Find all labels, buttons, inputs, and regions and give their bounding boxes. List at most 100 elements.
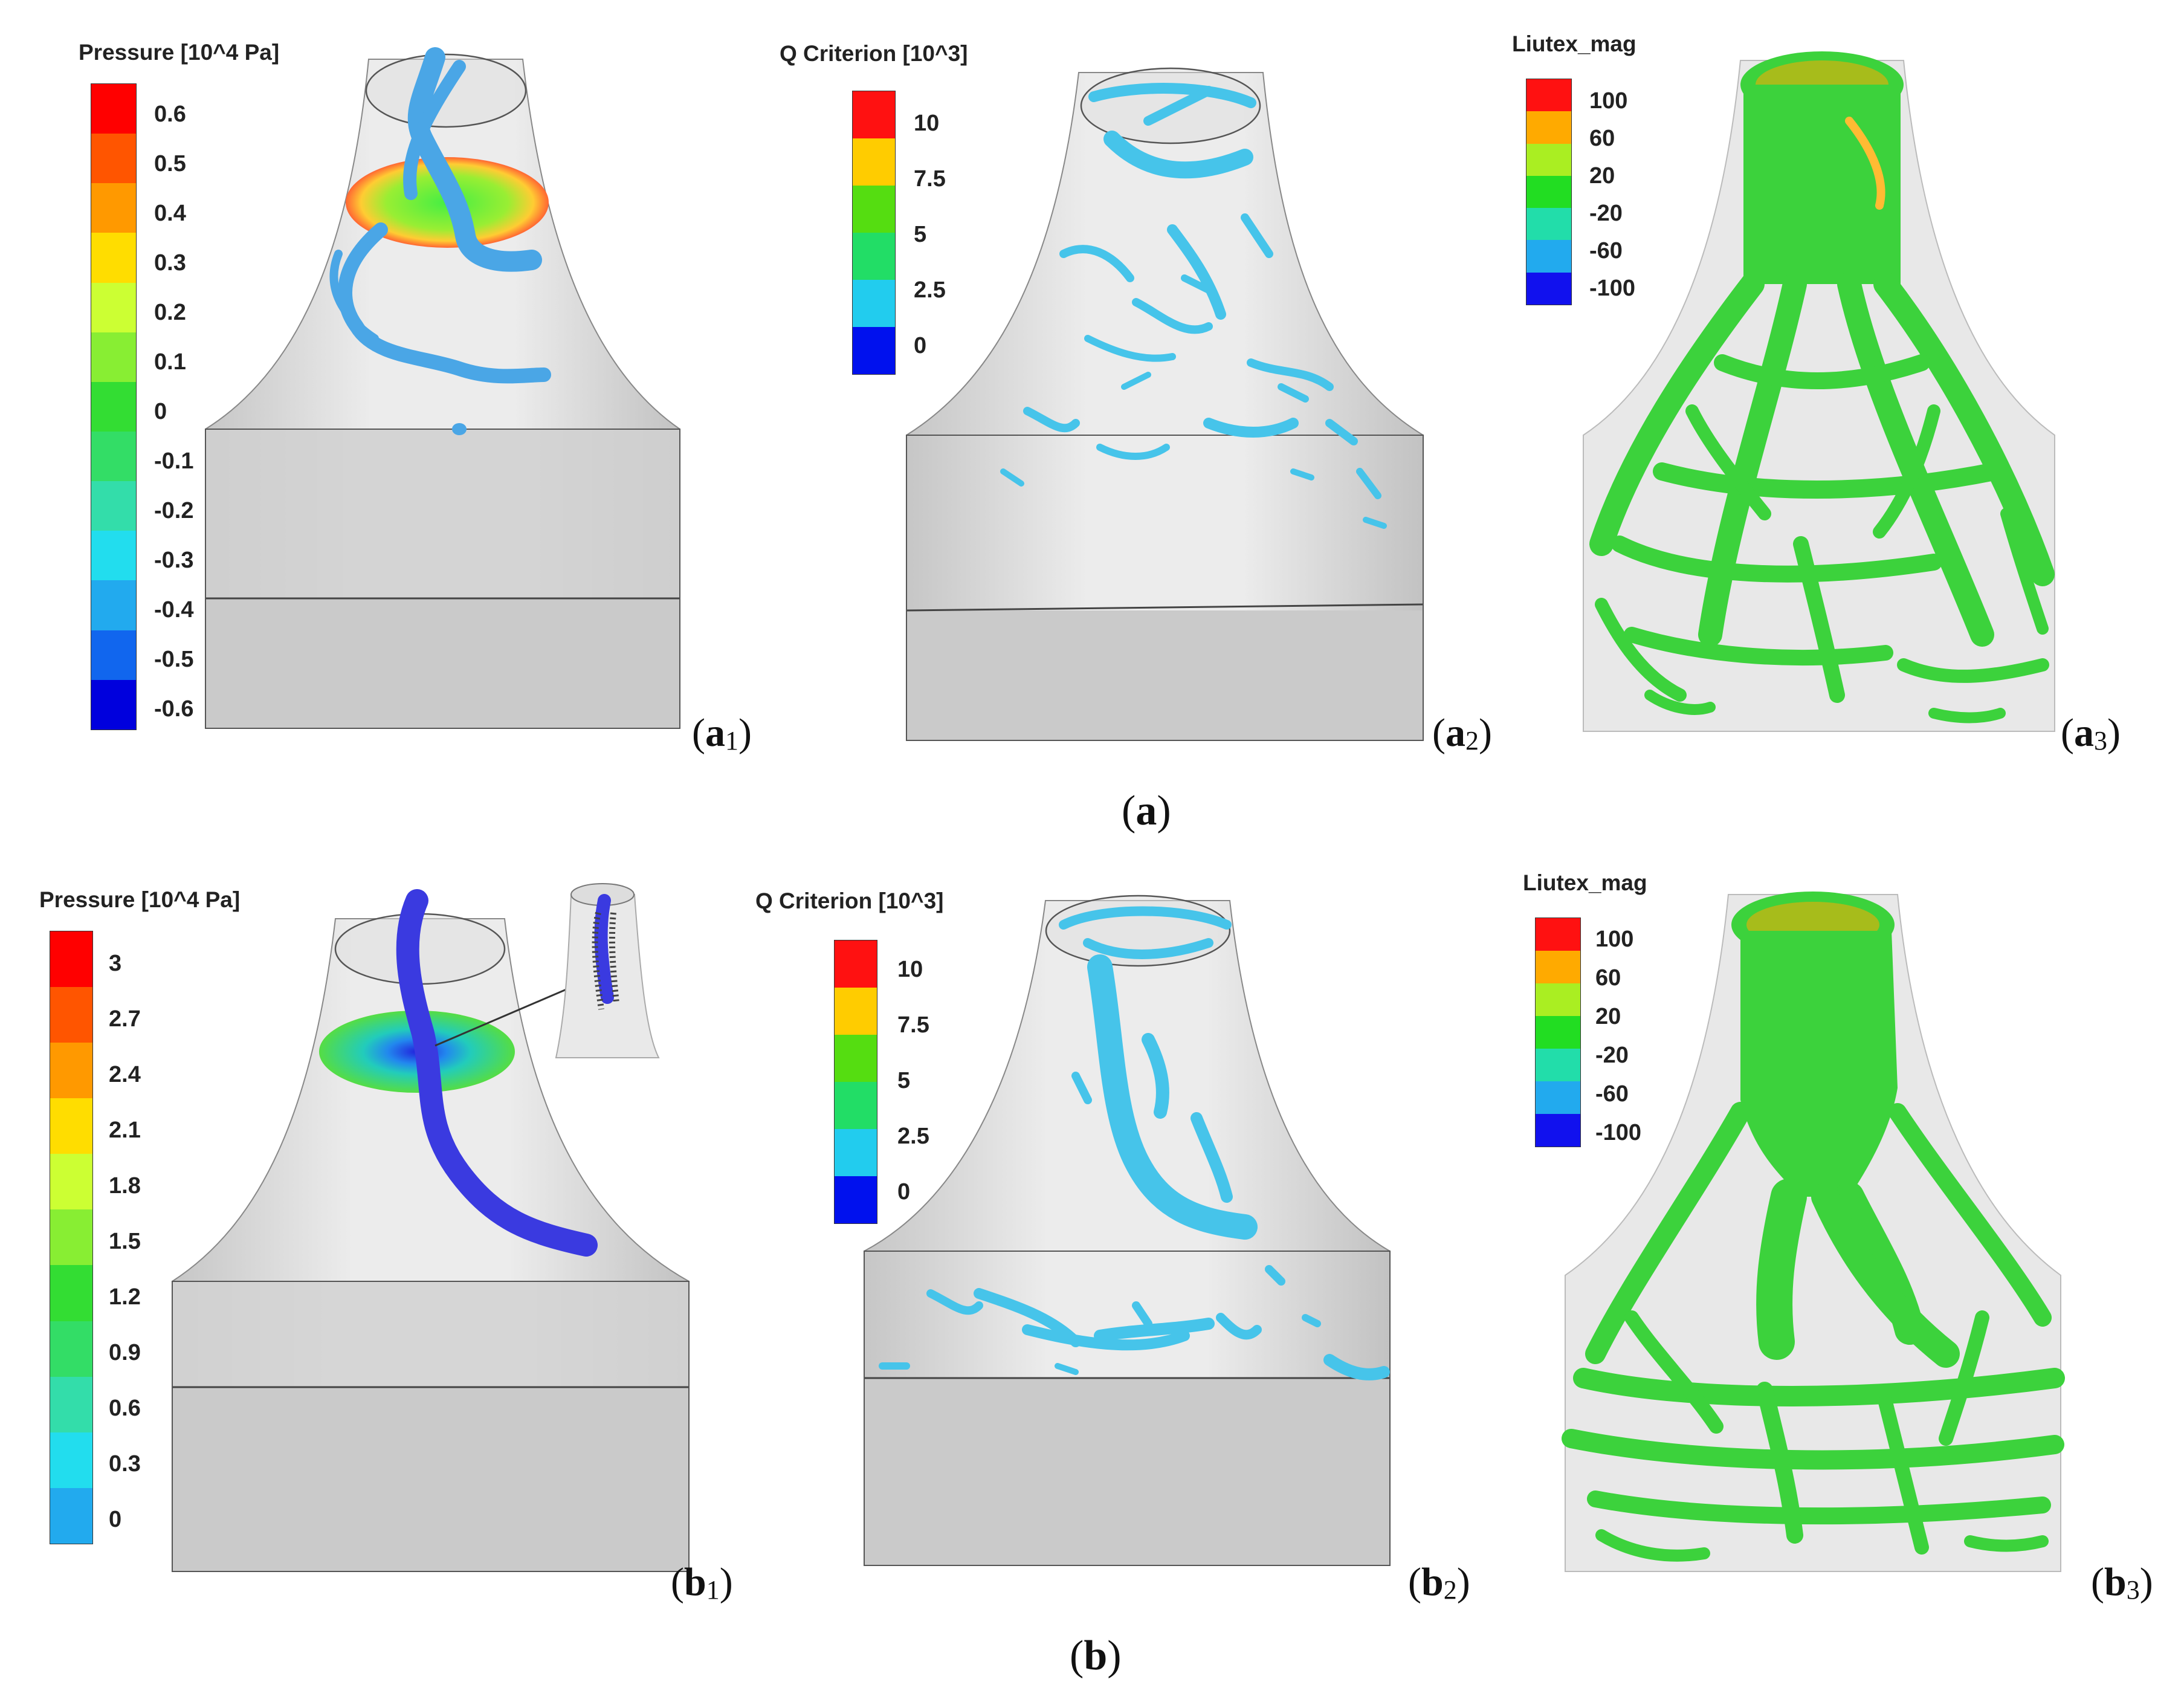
colorbar-swatch (50, 1432, 92, 1488)
colorbar-swatch (50, 1209, 92, 1266)
colorbar-tick-label: 1.8 (109, 1173, 141, 1199)
colorbar-swatch (91, 134, 136, 184)
panel-label-index: 1 (725, 726, 738, 756)
colorbar (852, 91, 896, 375)
colorbar-swatch (50, 987, 92, 1043)
colorbar-swatch (1527, 111, 1571, 144)
panel-label: (b3) (2091, 1560, 2153, 1605)
colorbar-swatch (91, 630, 136, 680)
colorbar-swatch (853, 91, 895, 138)
panel-label-index: 3 (2126, 1575, 2140, 1605)
colorbar-swatch (853, 326, 895, 374)
colorbar-swatch (91, 233, 136, 283)
colorbar-tick-label: 0.6 (154, 102, 186, 127)
vortex-rope-isosurface (396, 889, 598, 1257)
colorbar (834, 940, 877, 1224)
legend-title: Q Criterion [10^3] (780, 41, 968, 66)
colorbar-swatch (91, 84, 136, 134)
colorbar-swatch (1536, 1016, 1580, 1049)
colorbar-tick-label: 60 (1595, 965, 1621, 991)
panel-a1: Pressure [10^4 Pa] 0.6 0.5 0.4 0.3 0.2 0.1 0 -0… (0, 0, 786, 780)
colorbar-tick-label: 2.1 (109, 1118, 141, 1143)
colorbar-tick-label: -20 (1589, 201, 1623, 226)
colorbar-tick-label: -100 (1589, 276, 1636, 301)
colorbar-tick-label: 0 (109, 1507, 122, 1532)
colorbar-tick-label: -0.4 (154, 597, 194, 623)
panel-label-index: 2 (1465, 726, 1479, 756)
panel-label: (a3) (2061, 711, 2121, 756)
colorbar-tick-label: 2.5 (897, 1124, 929, 1149)
panel-label-letter: b (2104, 1560, 2127, 1604)
colorbar-tick-label: 3 (109, 951, 122, 976)
colorbar-swatch (1527, 79, 1571, 112)
liutex-isosurface (1589, 51, 2055, 723)
colorbar-swatch (835, 940, 877, 988)
group-label-letter: b (1084, 1633, 1108, 1679)
colorbar-swatch (1536, 918, 1580, 951)
colorbar-tick-label: -20 (1595, 1043, 1629, 1068)
draft-tube-b2 (864, 895, 1391, 1566)
colorbar-tick-label: -0.3 (154, 548, 194, 573)
colorbar-tick-label: 100 (1595, 927, 1634, 952)
colorbar-tick-label: 0.3 (154, 250, 186, 276)
colorbar-tick-label: 2.4 (109, 1062, 141, 1087)
colorbar (1526, 79, 1572, 305)
colorbar-swatch (50, 1265, 92, 1321)
colorbar-swatch (853, 185, 895, 233)
colorbar-swatch (853, 279, 895, 327)
legend-title: Pressure [10^4 Pa] (39, 887, 241, 912)
vortex-rope-isosurface (329, 47, 551, 435)
colorbar-tick-label: -100 (1595, 1120, 1642, 1145)
colorbar-swatch (91, 282, 136, 332)
legend-title: Pressure [10^4 Pa] (79, 40, 280, 65)
colorbar-tick-label: 20 (1595, 1004, 1621, 1029)
panel-label: (b1) (671, 1560, 733, 1605)
colorbar-tick-label: 0 (914, 333, 927, 358)
liutex-isosurface (1562, 892, 2065, 1562)
colorbar-tick-label: 0.1 (154, 349, 186, 375)
group-label-b: (b) (1070, 1633, 1122, 1679)
group-label-letter: a (1136, 788, 1157, 834)
colorbar-swatch (1527, 143, 1571, 176)
colorbar-swatch (91, 183, 136, 233)
panel-label-letter: a (705, 711, 725, 755)
colorbar-tick-label: 2.7 (109, 1006, 141, 1032)
colorbar-swatch (91, 332, 136, 382)
panel-label: (a1) (692, 711, 752, 756)
draft-tube-b3 (1562, 892, 2065, 1572)
panel-a3: Liutex_mag 100 60 20 -20 -60 -100 (a3) (1511, 0, 2184, 780)
panel-label-index: 1 (706, 1575, 720, 1605)
colorbar-swatch (853, 138, 895, 186)
colorbar-tick-label: -0.5 (154, 647, 194, 672)
colorbar-tick-label: -0.6 (154, 696, 194, 722)
colorbar-swatch (835, 1128, 877, 1176)
colorbar-swatch (91, 481, 136, 531)
colorbar-swatch (91, 531, 136, 581)
colorbar-swatch (50, 1487, 92, 1544)
colorbar-swatch (1527, 208, 1571, 241)
colorbar-swatch (50, 1154, 92, 1210)
legend-title: Liutex_mag (1512, 31, 1636, 56)
colorbar-swatch (91, 431, 136, 482)
colorbar-swatch (1536, 1114, 1580, 1147)
panel-b2: Q Criterion [10^3] 10 7.5 5 2.5 0 (b2) (749, 858, 1535, 1632)
panel-label-index: 2 (1443, 1575, 1457, 1605)
colorbar-tick-label: 7.5 (914, 166, 946, 192)
colorbar-swatch (50, 1098, 92, 1154)
panel-label: (b2) (1408, 1560, 1470, 1605)
panel-b1: Pressure [10^4 Pa] 3 2.7 2.4 2.1 1.8 1.5 1.2 0.… (0, 858, 786, 1632)
colorbar-swatch (853, 232, 895, 280)
colorbar-tick-label: -60 (1595, 1081, 1629, 1107)
colorbar-swatch (91, 381, 136, 432)
colorbar-swatch (50, 1376, 92, 1432)
colorbar-tick-label: 0.9 (109, 1340, 141, 1365)
colorbar-swatch (1536, 951, 1580, 983)
colorbar-swatch (835, 987, 877, 1035)
group-label-a: (a) (1122, 788, 1171, 834)
colorbar-swatch (1536, 1081, 1580, 1114)
colorbar-swatch (1527, 240, 1571, 273)
colorbar-tick-label: 60 (1589, 126, 1615, 151)
q-criterion-isosurface (879, 906, 1390, 1380)
colorbar-swatch (1536, 983, 1580, 1016)
colorbar-tick-label: -0.1 (154, 448, 194, 474)
